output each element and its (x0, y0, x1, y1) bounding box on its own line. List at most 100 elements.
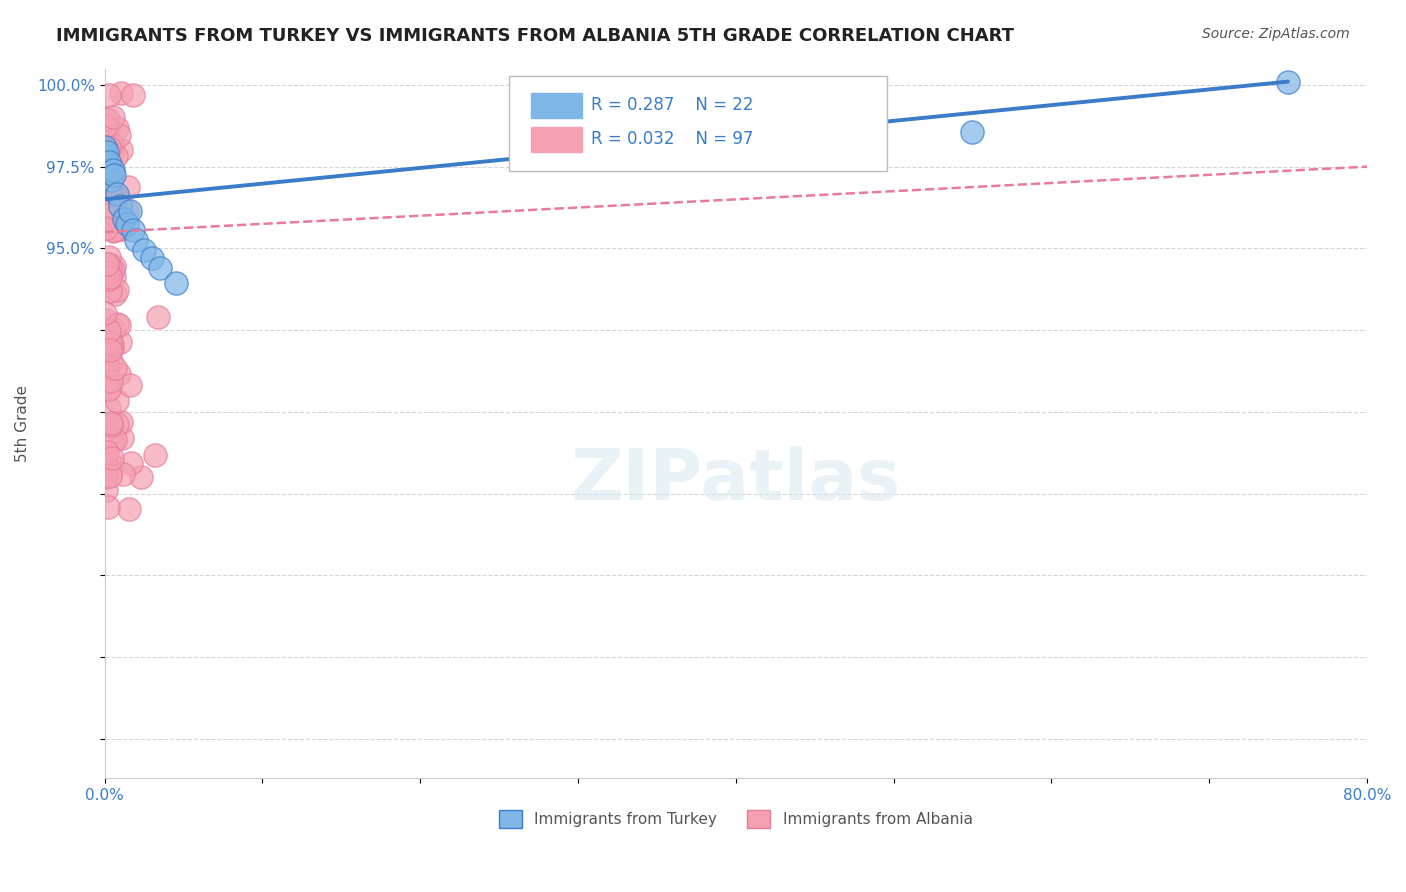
Point (107, 128, 129, 143)
Bar (531, 127, 582, 152)
Point (101, 162, 124, 177)
Point (100, 374, 122, 388)
Point (94, 148, 117, 162)
Point (143, 448, 166, 462)
Point (98, 173, 121, 187)
Point (110, 221, 132, 235)
Point (100, 353, 122, 368)
Text: R = 0.032    N = 97: R = 0.032 N = 97 (591, 129, 754, 148)
Point (98, 379, 121, 393)
Point (101, 162, 124, 177)
Point (96, 162, 118, 177)
Point (115, 217, 138, 231)
Point (96, 161, 118, 175)
Point (1277, 74, 1299, 88)
Point (94, 469, 117, 483)
Point (98, 156, 121, 170)
Point (112, 211, 135, 226)
Point (98, 272, 121, 286)
Point (98, 324, 121, 338)
Point (94, 140, 117, 154)
Point (97, 122, 120, 136)
Point (122, 88, 145, 103)
Point (132, 243, 155, 257)
Point (96, 360, 118, 375)
Point (96, 159, 118, 173)
Point (118, 203, 141, 218)
Point (146, 310, 169, 324)
Point (165, 276, 187, 290)
Point (115, 204, 138, 219)
Point (98, 260, 121, 275)
Point (122, 223, 145, 237)
Point (104, 360, 127, 375)
Point (94, 305, 117, 319)
Point (94, 112, 117, 126)
Point (125, 233, 148, 247)
Point (100, 172, 122, 186)
Point (94, 265, 117, 279)
Point (98, 468, 121, 483)
Point (98, 154, 121, 169)
Point (100, 435, 122, 450)
Point (104, 209, 127, 223)
Point (104, 286, 127, 301)
Point (96, 257, 118, 271)
Point (96, 483, 118, 497)
Point (94, 369, 117, 384)
Point (98, 343, 121, 358)
Point (117, 180, 139, 194)
Point (103, 168, 125, 182)
Point (94, 221, 117, 235)
Point (111, 467, 134, 482)
Point (98, 88, 121, 103)
Point (96, 145, 118, 159)
Point (103, 259, 125, 273)
Text: R = 0.287    N = 22: R = 0.287 N = 22 (591, 96, 754, 114)
Point (98, 140, 121, 154)
Point (101, 341, 124, 355)
Point (120, 377, 142, 392)
Point (105, 121, 128, 136)
Point (103, 222, 125, 236)
Text: Source: ZipAtlas.com: Source: ZipAtlas.com (1202, 27, 1350, 41)
Point (97, 166, 120, 180)
Point (101, 263, 124, 277)
Point (96, 153, 118, 168)
Point (110, 86, 132, 100)
Legend: Immigrants from Turkey, Immigrants from Albania: Immigrants from Turkey, Immigrants from … (492, 804, 979, 834)
Point (120, 456, 142, 470)
Point (94, 264, 117, 278)
Point (103, 322, 125, 336)
Point (110, 143, 132, 157)
Point (105, 394, 128, 409)
Point (141, 251, 163, 265)
Point (105, 187, 128, 202)
Point (108, 334, 131, 349)
Point (97, 257, 120, 271)
Point (100, 137, 122, 152)
Point (98, 334, 121, 349)
Point (100, 464, 122, 478)
Point (97, 401, 120, 416)
Point (97, 358, 120, 372)
Point (98, 269, 121, 284)
Point (96, 313, 118, 327)
Point (108, 222, 131, 236)
Point (101, 451, 124, 466)
Point (962, 125, 984, 139)
Point (100, 186, 122, 200)
Point (105, 318, 128, 332)
Point (97, 266, 120, 280)
Point (98, 382, 121, 396)
Point (96, 158, 118, 172)
Point (117, 502, 139, 516)
Point (101, 110, 124, 124)
Point (105, 149, 128, 163)
Point (110, 199, 132, 213)
Point (97, 500, 120, 514)
Point (94, 119, 117, 133)
Point (98, 284, 121, 298)
Point (100, 458, 122, 473)
Point (98, 250, 121, 264)
